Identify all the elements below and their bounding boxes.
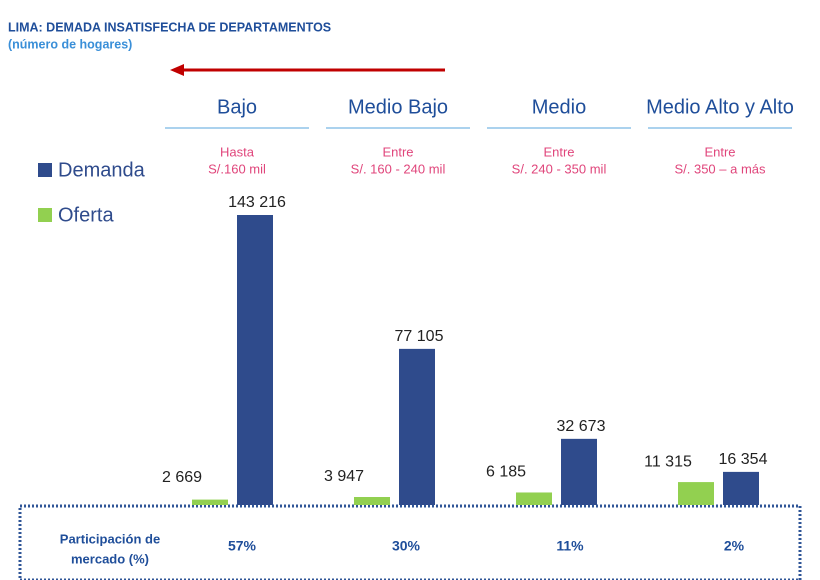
value-label: 16 354 xyxy=(719,451,768,468)
category-range: Hasta xyxy=(220,144,255,159)
category-range: Entre xyxy=(382,144,413,159)
value-label: 77 105 xyxy=(395,328,444,345)
category-label: Medio xyxy=(532,96,586,118)
category-range: S/. 350 – a más xyxy=(674,161,766,176)
share-label: mercado (%) xyxy=(71,551,149,566)
share-value: 30% xyxy=(392,538,421,554)
arrow-head xyxy=(170,64,184,76)
share-value: 11% xyxy=(556,538,584,554)
legend-label: Demanda xyxy=(58,159,146,181)
chart-title: LIMA: DEMADA INSATISFECHA DE DEPARTAMENT… xyxy=(8,20,331,34)
chart-subtitle: (número de hogares) xyxy=(8,37,132,51)
category-label: Medio Alto y Alto xyxy=(646,96,794,118)
bar xyxy=(399,348,435,505)
bar xyxy=(354,497,390,505)
share-value: 2% xyxy=(724,538,745,554)
category-label: Bajo xyxy=(217,96,257,118)
category-range: S/. 160 - 240 mil xyxy=(351,161,446,176)
legend-swatch xyxy=(38,163,52,177)
bar xyxy=(237,215,273,505)
category-range: Entre xyxy=(543,144,574,159)
value-label: 6 185 xyxy=(486,464,526,481)
category-label: Medio Bajo xyxy=(348,96,448,118)
value-label: 32 673 xyxy=(557,418,606,435)
value-label: 11 315 xyxy=(644,453,692,470)
value-label: 143 216 xyxy=(228,194,286,211)
bar xyxy=(192,499,228,505)
value-label: 2 669 xyxy=(162,469,202,486)
value-label: 3 947 xyxy=(324,468,364,485)
share-box xyxy=(18,504,802,580)
category-range: Entre xyxy=(704,144,735,159)
category-range: S/. 240 - 350 mil xyxy=(512,161,607,176)
category-range: S/.160 mil xyxy=(208,161,266,176)
share-label: Participación de xyxy=(60,531,160,546)
legend-swatch xyxy=(38,208,52,222)
bar xyxy=(678,482,714,505)
bar xyxy=(723,471,759,505)
share-value: 57% xyxy=(228,538,257,554)
legend-label: Oferta xyxy=(58,204,114,226)
bar xyxy=(561,438,597,505)
bar xyxy=(516,492,552,505)
